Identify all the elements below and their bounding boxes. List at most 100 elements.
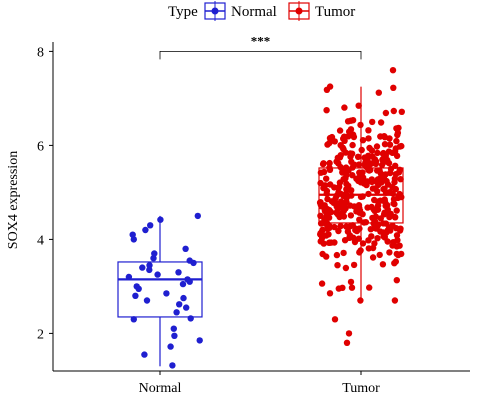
data-point-tumor bbox=[331, 316, 339, 323]
data-point-tumor bbox=[347, 126, 355, 133]
data-point-normal bbox=[163, 290, 170, 297]
data-point-tumor bbox=[341, 104, 348, 111]
data-point-normal bbox=[130, 316, 137, 323]
data-point-tumor bbox=[391, 213, 399, 221]
box-normal bbox=[117, 215, 203, 367]
data-point-tumor bbox=[396, 227, 404, 234]
data-point-normal bbox=[176, 301, 183, 308]
data-point-tumor bbox=[381, 141, 389, 148]
data-point-tumor bbox=[390, 196, 398, 203]
data-point-tumor bbox=[379, 261, 387, 268]
data-point-normal bbox=[175, 269, 182, 276]
data-point-tumor bbox=[381, 185, 388, 192]
data-point-tumor bbox=[382, 109, 390, 117]
data-point-tumor bbox=[390, 84, 397, 92]
box-body bbox=[117, 261, 203, 318]
y-tick-label: 6 bbox=[37, 139, 44, 154]
data-point-normal bbox=[151, 250, 158, 257]
data-point-tumor bbox=[389, 67, 397, 74]
data-point-normal bbox=[146, 262, 153, 269]
legend-label: Normal bbox=[231, 4, 277, 20]
data-point-tumor bbox=[343, 198, 350, 206]
data-point-normal bbox=[141, 351, 148, 358]
data-point-tumor bbox=[365, 245, 372, 252]
data-point-normal bbox=[186, 257, 193, 264]
data-point-tumor bbox=[323, 86, 331, 94]
data-point-tumor bbox=[318, 203, 325, 210]
data-point-tumor bbox=[377, 228, 384, 235]
data-point-tumor bbox=[374, 235, 381, 242]
data-point-tumor bbox=[373, 178, 380, 185]
data-point-tumor bbox=[348, 158, 355, 165]
data-point-tumor bbox=[350, 261, 358, 269]
data-point-tumor bbox=[339, 284, 346, 291]
data-point-tumor bbox=[326, 159, 333, 167]
data-point-tumor bbox=[318, 228, 325, 235]
data-point-normal bbox=[187, 315, 194, 322]
data-point-tumor bbox=[333, 251, 341, 259]
data-point-tumor bbox=[353, 227, 361, 235]
data-point-tumor bbox=[355, 102, 362, 109]
data-point-tumor bbox=[323, 232, 330, 239]
data-point-normal bbox=[142, 226, 149, 234]
data-point-tumor bbox=[376, 167, 383, 174]
data-point-tumor bbox=[393, 250, 400, 258]
data-point-tumor bbox=[368, 233, 375, 240]
data-point-normal bbox=[170, 325, 177, 332]
data-point-normal bbox=[180, 294, 187, 302]
data-point-tumor bbox=[326, 290, 334, 297]
data-point-tumor bbox=[335, 185, 342, 192]
data-point-tumor bbox=[398, 250, 405, 258]
data-point-tumor bbox=[342, 264, 350, 272]
data-point-normal bbox=[169, 362, 176, 369]
data-point-normal bbox=[173, 309, 180, 316]
data-point-tumor bbox=[324, 225, 331, 232]
data-point-tumor bbox=[341, 137, 348, 144]
data-point-tumor bbox=[357, 297, 364, 304]
data-point-tumor bbox=[336, 213, 343, 221]
data-point-tumor bbox=[317, 179, 324, 187]
data-point-tumor bbox=[320, 240, 327, 247]
data-point-tumor bbox=[386, 213, 393, 221]
data-point-tumor bbox=[374, 149, 381, 157]
data-point-tumor bbox=[393, 232, 401, 239]
data-point-tumor bbox=[336, 127, 344, 134]
data-point-tumor bbox=[319, 160, 327, 168]
data-point-tumor bbox=[381, 196, 388, 203]
data-point-tumor bbox=[334, 262, 341, 269]
data-point-tumor bbox=[372, 213, 379, 220]
legend-entry-normal: Normal bbox=[204, 1, 277, 21]
data-point-tumor bbox=[347, 212, 355, 219]
data-point-tumor bbox=[356, 216, 363, 223]
data-point-tumor bbox=[343, 186, 350, 193]
data-point-tumor bbox=[383, 177, 390, 185]
significance-bracket bbox=[159, 51, 362, 60]
data-point-tumor bbox=[393, 137, 400, 145]
data-point-tumor bbox=[343, 180, 350, 188]
data-point-normal bbox=[154, 271, 161, 278]
data-point-tumor bbox=[337, 163, 344, 171]
data-point-normal bbox=[132, 292, 139, 299]
data-point-tumor bbox=[347, 153, 354, 160]
data-point-tumor bbox=[387, 165, 395, 172]
x-tick-label: Normal bbox=[139, 381, 182, 396]
data-point-tumor bbox=[362, 178, 370, 185]
data-point-tumor bbox=[392, 171, 400, 178]
data-point-tumor bbox=[340, 249, 347, 257]
legend-entry-tumor: Tumor bbox=[288, 1, 355, 21]
data-point-tumor bbox=[386, 249, 393, 256]
data-point-tumor bbox=[393, 207, 400, 214]
data-point-tumor bbox=[377, 133, 384, 140]
legend-key-dot bbox=[295, 7, 303, 15]
data-point-tumor bbox=[355, 235, 362, 242]
data-point-tumor bbox=[323, 253, 330, 260]
data-point-tumor bbox=[339, 144, 346, 151]
data-point-tumor bbox=[366, 284, 373, 291]
data-point-tumor bbox=[394, 129, 402, 137]
data-point-tumor bbox=[354, 153, 362, 160]
data-point-normal bbox=[194, 212, 201, 220]
legend-key-dot bbox=[211, 7, 219, 15]
data-point-tumor bbox=[331, 138, 338, 145]
data-point-tumor bbox=[353, 175, 360, 182]
data-point-tumor bbox=[324, 141, 331, 148]
